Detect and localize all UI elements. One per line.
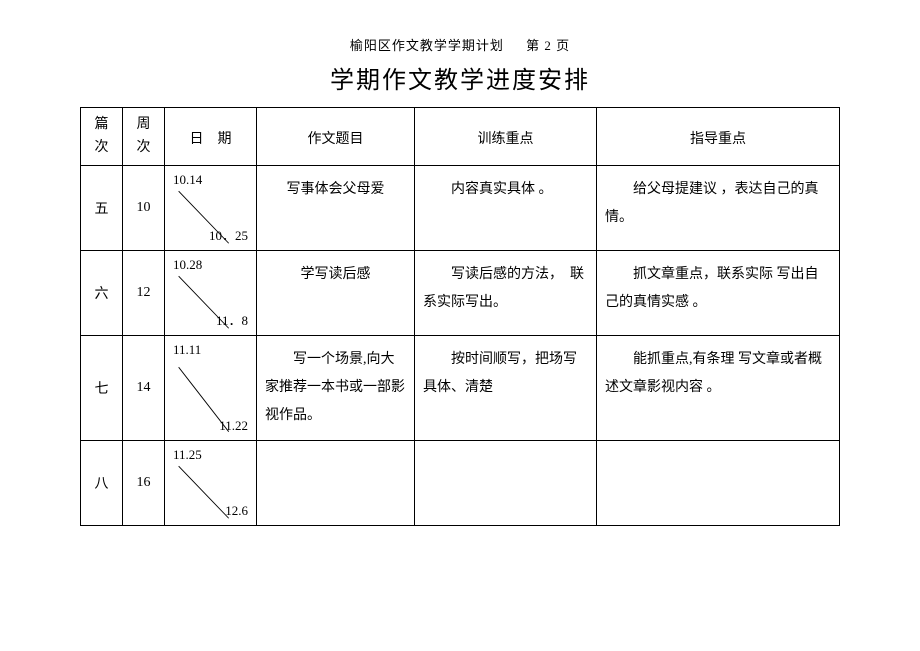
guidance-cell: 给父母提建议 ，表达自己的真情。 [597,166,840,251]
date-end: 10．25 [209,225,248,244]
topic-cell: 写一个场景,向大家推荐一本书或一部影视作品。 [257,336,415,441]
training-cell [415,441,597,526]
page-title: 学期作文教学进度安排 [80,60,840,95]
date-start: 11.11 [173,342,201,358]
col-date: 日 期 [165,108,257,166]
training-cell: 内容真实具体 。 [415,166,597,251]
col-topic: 作文题目 [257,108,415,166]
plan-name: 榆阳区作文教学学期计划 [350,38,504,53]
date-cell: 11.11 11.22 [165,336,257,441]
training-cell: 写读后感的方法， 联系实际写出。 [415,251,597,336]
table-row: 五10 10.14 10．25 写事体会父母爱内容真实具体 。给父母提建议 ，表达自己… [81,166,840,251]
topic-cell: 写事体会父母爱 [257,166,415,251]
date-end: 12.6 [225,503,248,519]
session-cell: 七 [81,336,123,441]
schedule-table: 篇 次 周 次 日 期 作文题目 训练重点 指导重点 五10 10.14 10．25… [80,107,840,526]
date-cell: 10.14 10．25 [165,166,257,251]
date-end: 11．8 [216,310,248,329]
date-cell: 10.28 11．8 [165,251,257,336]
topic-cell: 学写读后感 [257,251,415,336]
week-cell: 12 [123,251,165,336]
page-number: 第 2 页 [526,38,570,53]
week-cell: 16 [123,441,165,526]
date-end: 11.22 [219,418,248,434]
table-header-row: 篇 次 周 次 日 期 作文题目 训练重点 指导重点 [81,108,840,166]
session-cell: 六 [81,251,123,336]
topic-cell [257,441,415,526]
table-row: 六12 10.28 11．8 学写读后感写读后感的方法， 联系实际写出。抓文章重点，联… [81,251,840,336]
col-week: 周 次 [123,108,165,166]
page-header-small: 榆阳区作文教学学期计划 第 2 页 [80,35,840,54]
col-training: 训练重点 [415,108,597,166]
week-cell: 14 [123,336,165,441]
week-cell: 10 [123,166,165,251]
guidance-cell [597,441,840,526]
session-cell: 五 [81,166,123,251]
table-row: 七14 11.11 11.22 写一个场景,向大家推荐一本书或一部影视作品。按时间顺写… [81,336,840,441]
col-guidance: 指导重点 [597,108,840,166]
date-start: 10.28 [173,257,202,273]
training-cell: 按时间顺写，把场写具体、清楚 [415,336,597,441]
date-start: 11.25 [173,447,202,463]
guidance-cell: 能抓重点,有条理 写文章或者概述文章影视内容 。 [597,336,840,441]
col-session: 篇 次 [81,108,123,166]
table-row: 八16 11.25 12.6 [81,441,840,526]
date-cell: 11.25 12.6 [165,441,257,526]
guidance-cell: 抓文章重点，联系实际 写出自己的真情实感 。 [597,251,840,336]
session-cell: 八 [81,441,123,526]
date-start: 10.14 [173,172,202,188]
